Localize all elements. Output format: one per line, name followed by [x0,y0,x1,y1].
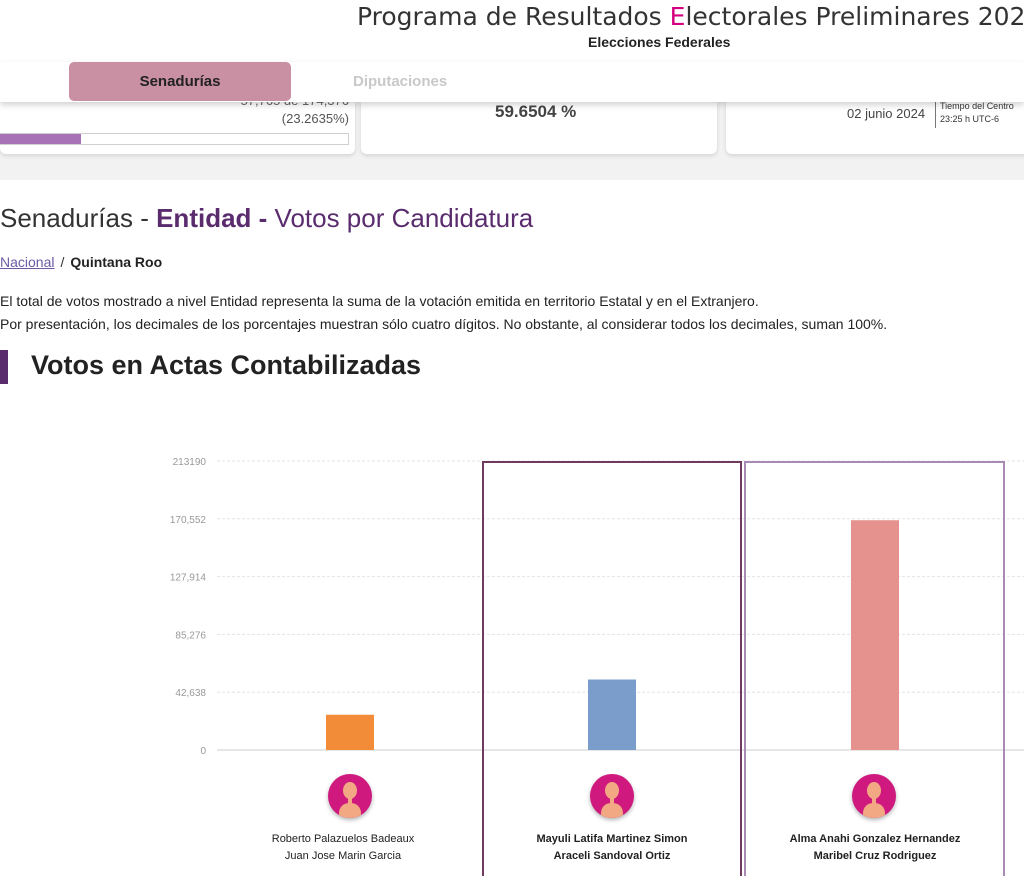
candidate-avatar-3 [852,774,896,818]
heading-rest: Votos por Candidatura [274,203,534,233]
heading-prefix: Senadurías - [0,203,157,233]
title-part-1: Programa de Resultados [357,2,670,31]
y-tick-label: 85,276 [175,630,206,641]
candidate-avatar-1 [328,774,372,818]
y-tick-label: 42,638 [175,688,206,699]
election-tab-bar: Senadurías Diputaciones [0,62,1024,102]
candidate-2-name-2: Araceli Sandoval Ortiz [553,850,671,862]
section-title: Votos en Actas Contabilizadas [31,350,422,380]
candidate-1-name-2: Juan Jose Marin Garcia [284,850,402,862]
info-notes: El total de votos mostrado a nivel Entid… [0,290,1024,336]
breadcrumb: Nacional / Quintana Roo [0,254,162,270]
page-main-title: Programa de Resultados Electorales Preli… [357,2,1024,31]
note-total-votes: El total de votos mostrado a nivel Entid… [0,293,759,309]
y-tick-label: 170,552 [170,515,207,526]
bar-candidate-3[interactable] [851,520,899,750]
y-tick-label: 0 [200,746,206,757]
actas-progress-fill [0,134,81,144]
section-accent-bar [0,350,8,384]
candidate-avatar-2 [590,774,634,818]
time-zone-label: Tiempo del Centro [940,101,1014,111]
time-block: Tiempo del Centro 23:25 h UTC-6 [935,100,1014,128]
time-value: 23:25 h UTC-6 [940,114,1000,124]
page-heading: Senadurías - Entidad - Votos por Candida… [0,203,533,234]
participation-value: 59.6504 % [495,102,577,121]
title-part-2: lectorales Preliminares 2024 [685,2,1024,31]
candidate-names-3: Alma Anahi Gonzalez Hernandez Maribel Cr… [775,831,975,865]
page-subtitle: Elecciones Federales [588,34,731,50]
participation-card: 59.6504 % [361,102,717,154]
tab-clipped[interactable] [0,73,6,91]
datetime-card: 02 junio 2024 Tiempo del Centro 23:25 h … [726,100,1024,154]
breadcrumb-link-nacional[interactable]: Nacional [0,254,55,270]
bar-candidate-1[interactable] [326,714,374,750]
candidate-1-name-1: Roberto Palazuelos Badeaux [271,833,415,845]
candidate-names-1: Roberto Palazuelos Badeaux Juan Jose Mar… [243,831,443,865]
candidate-names-2: Mayuli Latifa Martinez Simon Araceli San… [512,831,712,865]
votes-bar-chart: 0 42,638 85,276 127,914 170,552 213190 [170,457,1024,757]
tab-diputaciones[interactable]: Diputaciones [353,73,448,90]
actas-progress-bar [0,133,349,145]
tab-senadurias[interactable]: Senadurías [69,62,291,101]
actas-card: 57,765 de 174,376 (23.2635%) [0,93,355,154]
candidate-3-name-1: Alma Anahi Gonzalez Hernandez [789,833,961,845]
note-decimals: Por presentación, los decimales de los p… [0,316,888,332]
actas-percentage: (23.2635%) [281,111,349,126]
y-tick-label: 127,914 [170,573,207,584]
stats-strip: 57,765 de 174,376 (23.2635%) 59.6504 % 0… [0,93,1024,180]
y-tick-label: 213190 [173,457,207,468]
candidate-box-3[interactable] [744,461,1005,876]
candidate-3-name-2: Maribel Cruz Rodriguez [813,850,937,862]
cut-date: 02 junio 2024 [847,106,926,121]
breadcrumb-separator: / [60,254,65,270]
title-accent-letter: E [669,2,686,31]
tab-senadurias-label: Senadurías [139,73,221,90]
top-header: Programa de Resultados Electorales Preli… [0,0,1024,62]
breadcrumb-current: Quintana Roo [70,254,163,270]
bar-candidate-2[interactable] [588,679,636,750]
candidate-2-name-1: Mayuli Latifa Martinez Simon [536,833,688,845]
candidate-box-2[interactable] [482,461,742,876]
heading-entity: Entidad - [156,203,275,233]
